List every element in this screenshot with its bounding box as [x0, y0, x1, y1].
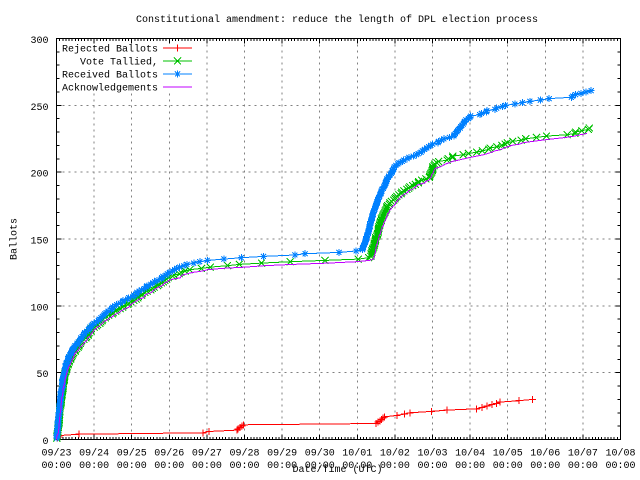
svg-text:00:00: 00:00 — [530, 461, 560, 472]
svg-text:00:00: 00:00 — [455, 461, 485, 472]
svg-text:09/25: 09/25 — [117, 448, 147, 460]
svg-text:00:00: 00:00 — [41, 461, 71, 472]
svg-text:200: 200 — [30, 170, 48, 181]
svg-text:09/23: 09/23 — [41, 448, 71, 460]
svg-text:00:00: 00:00 — [380, 461, 410, 472]
svg-text:09/26: 09/26 — [154, 448, 184, 460]
svg-text:00:00: 00:00 — [493, 461, 523, 472]
svg-text:Acknowledgements: Acknowledgements — [62, 83, 158, 95]
svg-text:00:00: 00:00 — [417, 461, 447, 472]
svg-text:10/08: 10/08 — [605, 448, 635, 460]
svg-text:10/07: 10/07 — [568, 448, 598, 460]
svg-text:00:00: 00:00 — [79, 461, 109, 472]
svg-text:00:00: 00:00 — [267, 461, 297, 472]
svg-text:10/01: 10/01 — [342, 448, 372, 460]
svg-text:09/29: 09/29 — [267, 448, 297, 460]
svg-text:10/05: 10/05 — [493, 448, 523, 460]
svg-text:50: 50 — [36, 370, 48, 381]
svg-text:00:00: 00:00 — [605, 461, 635, 472]
svg-text:09/27: 09/27 — [192, 448, 222, 460]
svg-text:Rejected Ballots: Rejected Ballots — [62, 44, 158, 56]
svg-text:00:00: 00:00 — [305, 461, 335, 472]
svg-text:10/06: 10/06 — [530, 448, 560, 460]
svg-text:10/02: 10/02 — [380, 448, 410, 460]
svg-text:0: 0 — [42, 437, 48, 448]
svg-text:09/28: 09/28 — [229, 448, 259, 460]
svg-text:10/04: 10/04 — [455, 448, 485, 460]
svg-text:00:00: 00:00 — [568, 461, 598, 472]
svg-text:00:00: 00:00 — [342, 461, 372, 472]
svg-text:Date/Time (UTC): Date/Time (UTC) — [292, 464, 382, 476]
svg-text:100: 100 — [30, 303, 48, 314]
svg-text:00:00: 00:00 — [154, 461, 184, 472]
svg-text:09/24: 09/24 — [79, 448, 109, 460]
svg-text:00:00: 00:00 — [117, 461, 147, 472]
svg-text:300: 300 — [30, 36, 48, 47]
svg-text:00:00: 00:00 — [192, 461, 222, 472]
svg-text:250: 250 — [30, 103, 48, 114]
svg-text:150: 150 — [30, 237, 48, 248]
svg-text:Vote Tallied,: Vote Tallied, — [80, 57, 158, 69]
svg-text:00:00: 00:00 — [229, 461, 259, 472]
svg-text:Ballots: Ballots — [9, 218, 21, 260]
svg-text:Received Ballots: Received Ballots — [62, 70, 158, 82]
svg-text:Constitutional amendment: redu: Constitutional amendment: reduce the len… — [136, 14, 538, 26]
svg-text:10/03: 10/03 — [417, 448, 447, 460]
svg-text:09/30: 09/30 — [305, 448, 335, 460]
